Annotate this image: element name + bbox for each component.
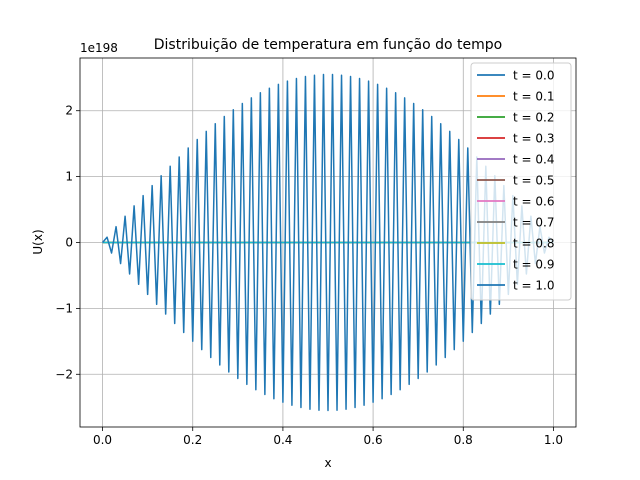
legend-label: t = 0.5: [513, 174, 554, 188]
x-axis-label: x: [324, 456, 331, 470]
legend: t = 0.0 t = 0.1 t = 0.2 t = 0.3 t = 0.4 t = 0…: [470, 62, 572, 301]
legend-label: t = 0.7: [513, 216, 554, 230]
y-tick-label: 0: [65, 236, 73, 250]
y-tick-label: 2: [65, 104, 73, 118]
x-tick-label: 0.6: [364, 433, 383, 447]
legend-label: t = 0.6: [513, 195, 554, 209]
legend-label: t = 0.9: [513, 258, 554, 272]
x-tick-label: 0.4: [273, 433, 292, 447]
legend-label: t = 0.8: [513, 237, 554, 251]
chart-title: Distribuição de temperatura em função do…: [154, 37, 502, 53]
legend-label: t = 0.2: [513, 111, 554, 125]
legend-label: t = 0.3: [513, 132, 554, 146]
y-offset-label: 1e198: [80, 41, 118, 55]
y-tick-label: −2: [55, 367, 73, 381]
legend-label: t = 0.4: [513, 153, 554, 167]
legend-label: t = 0.0: [513, 69, 554, 83]
x-axis: 0.0 0.2 0.4 0.6 0.8 1.0: [93, 427, 563, 447]
legend-label: t = 0.1: [513, 90, 554, 104]
legend-label: t = 1.0: [513, 279, 554, 293]
x-tick-label: 0.8: [454, 433, 473, 447]
x-tick-label: 1.0: [544, 433, 563, 447]
x-tick-label: 0.0: [93, 433, 112, 447]
y-tick-label: 1: [65, 170, 73, 184]
y-axis-label: U(x): [31, 229, 45, 254]
y-tick-label: −1: [55, 301, 73, 315]
legend-box: [470, 62, 572, 301]
x-tick-label: 0.2: [183, 433, 202, 447]
y-axis: −2 −1 0 1 2: [55, 104, 80, 381]
